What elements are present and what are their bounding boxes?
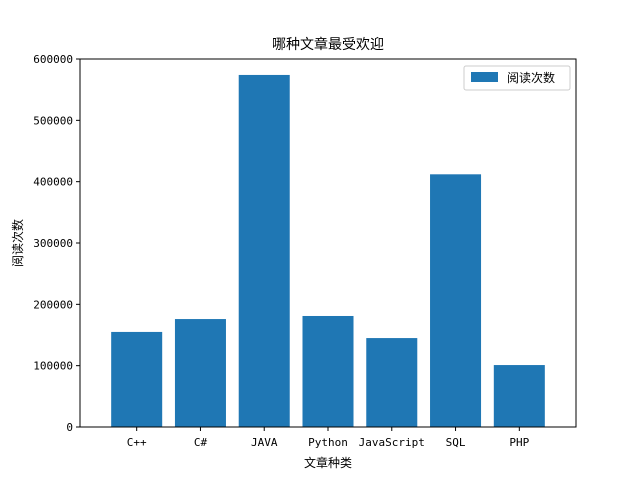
bars-group [111,74,545,428]
y-axis: 0 100000 200000 300000 400000 500000 600000 [33,53,80,434]
plot-frame [79,58,577,428]
chart-title: 哪种文章最受欢迎 [272,36,384,53]
x-tick-label: C# [194,436,208,449]
y-axis-label: 阅读次数 [10,219,25,267]
bar-php [493,365,545,427]
legend-swatch [471,72,498,82]
bar-javascript [366,338,418,427]
y-tick-label: 300000 [33,237,73,250]
x-tick-label: SQL [446,436,466,449]
x-axis: C++ C# JAVA Python JavaScript SQL PHP [127,427,530,449]
y-tick-label: 600000 [33,53,73,66]
x-tick-label: Python [308,436,348,449]
bar-sql [430,174,482,427]
x-tick-label: JAVA [251,436,278,449]
legend: 阅读次数 [463,65,571,91]
bar-python [302,315,354,427]
legend-label: 阅读次数 [507,70,555,85]
x-tick-label: C++ [127,436,147,449]
bar-java [238,74,290,428]
y-tick-label: 400000 [33,176,73,189]
y-tick-label: 100000 [33,360,73,373]
x-tick-label: JavaScript [359,436,425,449]
y-tick-label: 0 [66,421,73,434]
bar-csharp [174,319,226,427]
x-axis-label: 文章种类 [304,455,352,470]
y-tick-label: 200000 [33,298,73,311]
bar-cpp [111,331,163,427]
x-tick-label: PHP [509,436,529,449]
y-tick-label: 500000 [33,114,73,127]
